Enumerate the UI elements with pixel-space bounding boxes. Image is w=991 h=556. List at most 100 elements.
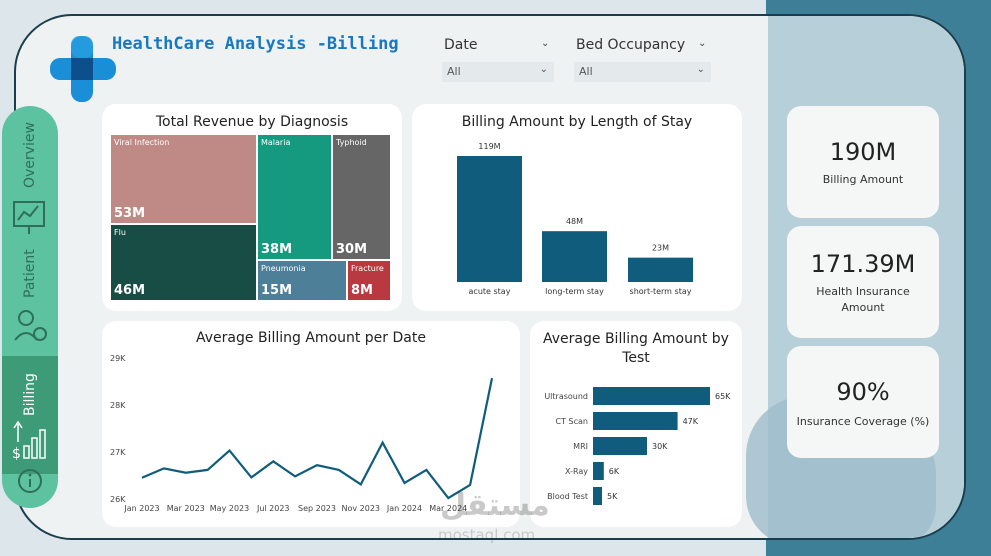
stay-bar-value-label: 48M xyxy=(566,217,583,226)
test-bar[interactable] xyxy=(593,487,602,505)
test-category-label: Ultrasound xyxy=(544,392,588,401)
test-bar[interactable] xyxy=(593,462,604,480)
x-axis-tick-label: Jan 2023 xyxy=(123,504,159,513)
treemap-cell-typhoid[interactable]: Typhoid 30M xyxy=(332,134,391,260)
watermark-url: mostaql.com xyxy=(438,526,536,544)
treemap-card: Total Revenue by Diagnosis Viral Infecti… xyxy=(102,104,402,311)
test-bar[interactable] xyxy=(593,387,710,405)
test-bar[interactable] xyxy=(593,437,647,455)
sidebar-item-billing[interactable]: Billing xyxy=(22,373,38,416)
billing-per-date-card: Average Billing Amount per Date 26K 27K 28… xyxy=(102,321,520,527)
stay-bar[interactable] xyxy=(628,257,693,282)
kpi-value: 171.39M xyxy=(810,250,916,278)
svg-text:$: $ xyxy=(12,446,21,462)
test-bar-value-label: 6K xyxy=(609,467,620,476)
billing-line-point[interactable] xyxy=(205,467,210,472)
stay-category-label: long-term stay xyxy=(545,287,604,296)
date-filter-label: Date xyxy=(444,37,478,53)
stay-bar-value-label: 23M xyxy=(652,244,669,253)
y-axis-tick-label: 29K xyxy=(110,354,126,363)
billing-line-point[interactable] xyxy=(336,467,341,472)
billing-line-point[interactable] xyxy=(424,467,429,472)
kpi-label: Insurance Coverage (%) xyxy=(796,415,930,428)
treemap-cell-pneumonia[interactable]: Pneumonia 15M xyxy=(257,260,347,301)
y-axis-tick-label: 28K xyxy=(110,401,126,410)
billing-line-point[interactable] xyxy=(358,482,363,487)
test-bar-value-label: 30K xyxy=(652,442,668,451)
billing-line-point[interactable] xyxy=(271,459,276,464)
x-axis-tick-label: Mar 2023 xyxy=(167,504,205,513)
watermark: مستقل xyxy=(440,488,550,523)
sidebar-active-indicator xyxy=(2,356,58,474)
billing-by-test-title: Average Billing Amount by Test xyxy=(543,331,729,366)
stay-bar[interactable] xyxy=(542,231,607,282)
treemap-cell-fracture[interactable]: Fracture 8M xyxy=(347,260,391,301)
billing-line-point[interactable] xyxy=(402,481,407,486)
treemap-cell-flu[interactable]: Flu 46M xyxy=(110,224,257,301)
billing-line-point[interactable] xyxy=(468,482,473,487)
bed-occupancy-filter-select[interactable]: All ⌄ xyxy=(574,62,711,82)
x-axis-tick-label: May 2023 xyxy=(210,504,249,513)
info-icon[interactable] xyxy=(17,468,43,494)
billing-line-point[interactable] xyxy=(161,466,166,471)
billing-line-point[interactable] xyxy=(140,475,145,480)
test-bar-value-label: 5K xyxy=(607,492,618,501)
sidebar-item-patient[interactable]: Patient xyxy=(22,249,38,298)
test-bar[interactable] xyxy=(593,412,678,430)
kpi-value: 190M xyxy=(829,138,897,166)
sidebar-item-overview[interactable]: Overview xyxy=(22,122,38,188)
monitor-chart-icon[interactable] xyxy=(10,196,50,238)
patient-icon[interactable] xyxy=(12,306,50,348)
y-axis-tick-label: 27K xyxy=(110,448,126,457)
chevron-down-icon[interactable]: ⌄ xyxy=(698,38,707,49)
x-axis-tick-label: Mar 2024 xyxy=(429,504,467,513)
treemap-title: Total Revenue by Diagnosis xyxy=(155,114,349,130)
chevron-down-icon: ⌄ xyxy=(696,64,705,75)
billing-per-date-title: Average Billing Amount per Date xyxy=(196,330,426,346)
treemap-cell-viral-infection[interactable]: Viral Infection 53M xyxy=(110,134,257,224)
test-bar-value-label: 65K xyxy=(715,392,731,401)
test-category-label: X-Ray xyxy=(565,467,588,476)
billing-line-point[interactable] xyxy=(249,475,254,480)
x-axis-tick-label: Sep 2023 xyxy=(298,504,336,513)
billing-line-point[interactable] xyxy=(490,376,495,381)
kpi-label: Billing Amount xyxy=(822,173,904,186)
test-category-label: Blood Test xyxy=(547,492,588,501)
billing-line-point[interactable] xyxy=(315,463,320,468)
chevron-down-icon: ⌄ xyxy=(539,64,548,75)
billing-line-point[interactable] xyxy=(293,474,298,479)
kpi-insurance-coverage: 90% Insurance Coverage (%) xyxy=(787,346,939,458)
kpi-billing-amount: 190M Billing Amount xyxy=(787,106,939,218)
x-axis-tick-label: Jan 2024 xyxy=(386,504,422,513)
billing-growth-icon[interactable]: $ xyxy=(10,416,50,462)
billing-per-date-chart: 26K 27K 28K 29K Jan 2023 Mar 2023 May 2023 Jul … xyxy=(110,354,495,513)
y-axis-tick-label: 26K xyxy=(110,495,126,504)
kpi-value: 90% xyxy=(836,378,890,406)
page-title: HealthCare Analysis -Billing xyxy=(112,34,399,54)
billing-line-point[interactable] xyxy=(183,470,188,475)
test-bar-value-label: 47K xyxy=(683,417,699,426)
billing-by-test-chart: Ultrasound 65K CT Scan 47K MRI 30K X-Ray 6K Bloo… xyxy=(544,387,731,505)
x-axis-tick-label: Jul 2023 xyxy=(256,504,290,513)
length-of-stay-chart: 119M acute stay 48M long-term stay 23M short-… xyxy=(457,142,693,296)
billing-line-point[interactable] xyxy=(380,440,385,445)
date-filter-select[interactable]: All ⌄ xyxy=(442,62,554,82)
sidebar-nav: Overview Patient Billing $ xyxy=(2,106,58,508)
chevron-down-icon[interactable]: ⌄ xyxy=(541,38,550,49)
health-cross-logo xyxy=(50,36,116,102)
test-category-label: MRI xyxy=(573,442,588,451)
test-category-label: CT Scan xyxy=(556,417,588,426)
kpi-label: Health Insurance Amount xyxy=(816,285,910,314)
treemap-cell-malaria[interactable]: Malaria 38M xyxy=(257,134,332,260)
length-of-stay-title: Billing Amount by Length of Stay xyxy=(461,114,693,130)
billing-by-test-card: Average Billing Amount by Test Ultrasoun… xyxy=(530,321,742,527)
kpi-health-insurance-amount: 171.39M Health Insurance Amount xyxy=(787,226,939,338)
stay-bar-value-label: 119M xyxy=(478,142,500,151)
bed-occupancy-filter-label: Bed Occupancy xyxy=(576,37,686,53)
stay-category-label: acute stay xyxy=(469,287,511,296)
x-axis-tick-label: Nov 2023 xyxy=(341,504,380,513)
stay-category-label: short-term stay xyxy=(630,287,692,296)
stay-bar[interactable] xyxy=(457,156,522,282)
billing-line-point[interactable] xyxy=(227,448,232,453)
length-of-stay-card: Billing Amount by Length of Stay 119M acu… xyxy=(412,104,742,311)
